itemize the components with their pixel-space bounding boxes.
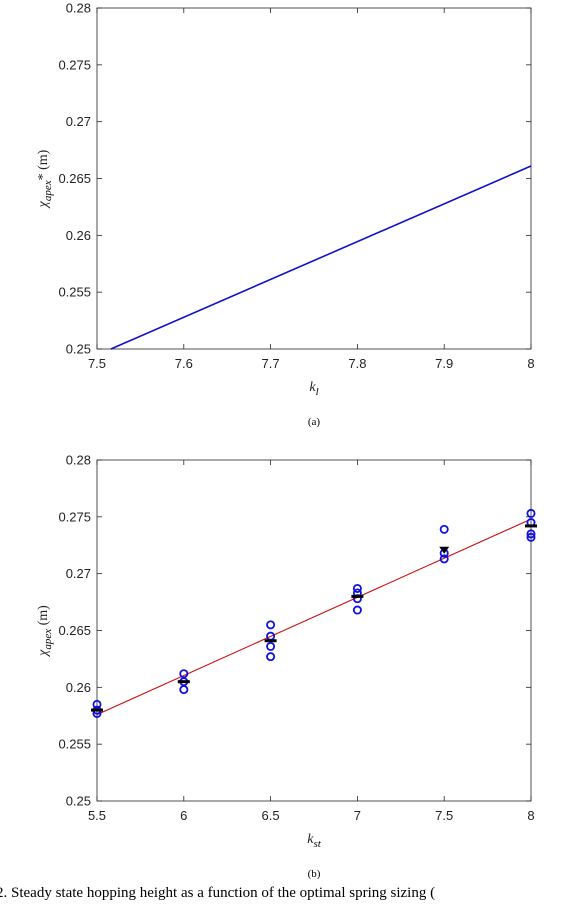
panel-b-sample-point [179,685,189,695]
panel-a-ytick-label: 0.265 [58,171,91,186]
panel-a-ytick-label: 0.28 [66,1,91,16]
panel-a-xtick-label: 7.9 [435,356,453,371]
panel-b-ytick-label: 0.265 [58,623,91,638]
panel-a-xtick-label: 7.5 [88,356,106,371]
panel-b-sample-point [352,583,362,593]
panel-b-sample-point [266,620,276,630]
figure-caption: 2. Steady state hopping height as a func… [0,885,435,901]
panel-b-mean-marker [264,639,277,643]
panel-b-sample-point [352,605,362,615]
panel-b-xtick-label: 7.5 [435,808,453,823]
panel-a-panel-label: (a) [308,416,321,428]
panel-b-mean-marker [351,594,364,598]
panel-b-ytick-label: 0.25 [66,794,91,809]
panel-a-xtick-label: 7.6 [175,356,193,371]
panel-b-ylabel: χapex (m) [36,605,54,658]
panel-a-axes-frame [96,7,532,350]
panel-b-xlabel: kst [307,832,321,850]
panel-b-sample-point [526,529,536,539]
panel-b-xtick-label: 5.5 [88,808,106,823]
panel-b-ytick-label: 0.275 [58,509,91,524]
panel-b-xtick-label: 6.5 [262,808,280,823]
panel-b-sample-point [266,652,276,662]
panel-b-sample-point [526,532,536,542]
panel-b-ytick-label: 0.27 [66,566,91,581]
panel-b-mean-marker [91,708,103,712]
panel-b-xtick-label: 8 [527,808,534,823]
panel-b-sample-point [439,524,449,534]
panel-b-sample-point [266,641,276,651]
panel-a-xtick-label: 7.8 [348,356,366,371]
panel-b-sample-point [92,699,102,709]
panel-b-ytick-label: 0.255 [58,737,91,752]
panel-b-ytick-label: 0.28 [66,453,91,468]
panel-b-axes-frame [96,459,532,802]
panel-a-ytick-label: 0.255 [58,285,91,300]
panel-b-xtick-label: 7 [354,808,361,823]
panel-b-xtick-label: 6 [180,808,187,823]
panel-a-xtick-label: 7.7 [262,356,280,371]
panel-b-mean-marker [525,524,537,528]
panel-a-xtick-label: 8 [527,356,534,371]
panel-b-sample-point [179,669,189,679]
panel-b-mean-marker [177,680,190,684]
panel-b-sample-point [526,508,536,518]
panel-a-ytick-label: 0.26 [66,228,91,243]
panel-b-fit-line [96,518,532,716]
panel-b-chart: 5.5 6 6.5 7 7.5 8 0.25 0.255 0.26 0.265 0.27 0.275 0… [36,453,537,880]
panel-a-ytick-label: 0.25 [66,342,91,357]
panel-b-panel-label: (b) [308,868,321,880]
panel-b-sample-point [439,554,449,564]
panel-a-ytick-label: 0.27 [66,114,91,129]
panel-a-ylabel: χapex* (m) [36,149,54,209]
panel-a-chart: 7.5 7.6 7.7 7.8 7.9 8 0.25 0.255 0.26 0.265 0.27 0.… [36,1,535,429]
panel-b-mean-marker [439,546,450,554]
panel-a-ytick-label: 0.275 [58,57,91,72]
panel-a-xlabel: kl [309,380,318,398]
panel-b-ytick-label: 0.26 [66,680,91,695]
panel-a-series-line [110,165,532,350]
